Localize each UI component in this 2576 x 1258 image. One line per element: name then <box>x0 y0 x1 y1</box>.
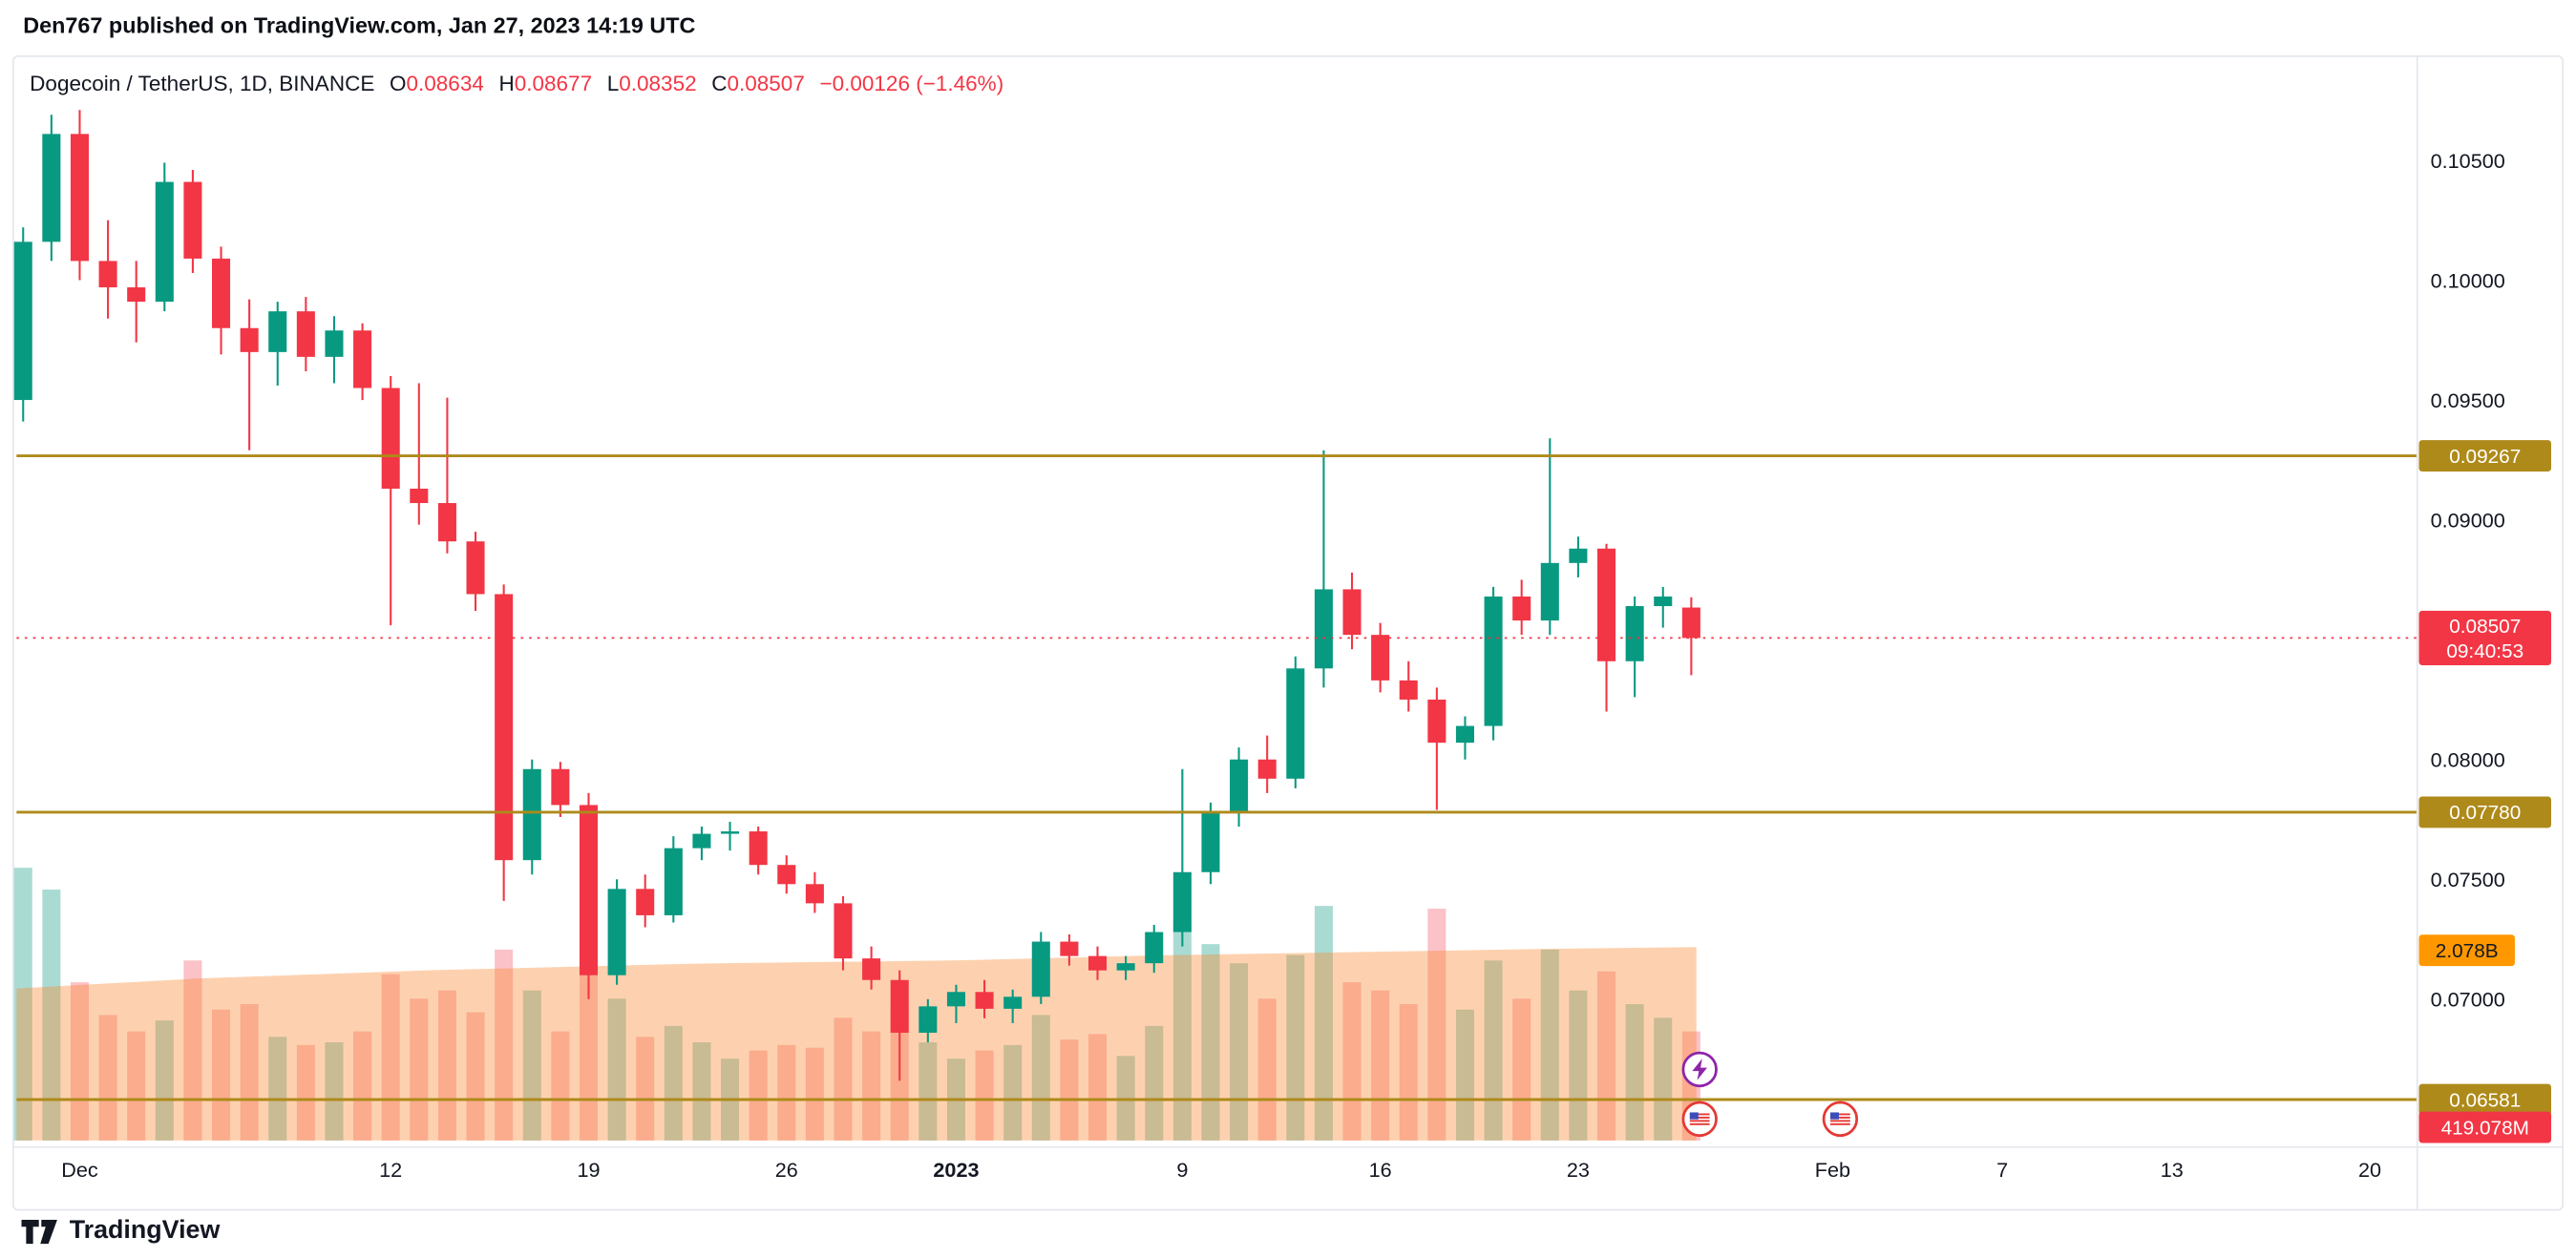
svg-text:Dec: Dec <box>61 1158 98 1182</box>
last-price-badge <box>2418 610 2552 665</box>
svg-text:20: 20 <box>2358 1158 2381 1182</box>
horizontal-level-lines[interactable] <box>16 454 2418 1101</box>
symbol-title[interactable]: Dogecoin / TetherUS, 1D, BINANCE <box>30 71 375 96</box>
svg-text:0.07500: 0.07500 <box>2431 868 2505 891</box>
svg-text:2.078B: 2.078B <box>2436 940 2499 962</box>
svg-text:12: 12 <box>379 1158 402 1182</box>
svg-text:26: 26 <box>775 1158 798 1182</box>
tradingview-logo-icon <box>21 1219 58 1244</box>
chart-frame <box>11 55 2565 1211</box>
svg-text:Feb: Feb <box>1815 1158 1850 1182</box>
svg-text:0.10000: 0.10000 <box>2431 268 2505 292</box>
svg-text:16: 16 <box>1369 1158 1392 1182</box>
svg-text:9: 9 <box>1176 1158 1188 1182</box>
event-markers[interactable] <box>1681 1051 1859 1138</box>
volume-series[interactable] <box>13 868 1700 1141</box>
price-axis[interactable]: 0.10500 0.10000 0.09500 0.09000 0.08000 0.075… <box>2431 149 2505 1012</box>
candlestick-series[interactable] <box>13 110 1700 1081</box>
svg-text:0.09000: 0.09000 <box>2431 508 2505 532</box>
svg-text:23: 23 <box>1567 1158 1590 1182</box>
svg-text:2023: 2023 <box>933 1158 979 1182</box>
price-change: −0.00126 (−1.46%) <box>819 71 1004 96</box>
svg-text:419.078M: 419.078M <box>2441 1117 2529 1139</box>
svg-text:7: 7 <box>1996 1158 2008 1182</box>
footer-branding[interactable]: TradingView <box>21 1216 221 1247</box>
ohlc-high: H0.08677 <box>498 71 593 96</box>
ohlc-close: C0.08507 <box>711 71 805 96</box>
svg-text:0.09267: 0.09267 <box>2449 446 2521 468</box>
svg-text:19: 19 <box>577 1158 600 1182</box>
tradingview-wordmark: TradingView <box>69 1216 221 1245</box>
svg-text:0.06581: 0.06581 <box>2449 1089 2521 1111</box>
volume-ma-area <box>16 947 1697 1141</box>
svg-text:13: 13 <box>2161 1158 2184 1182</box>
svg-text:0.07780: 0.07780 <box>2449 802 2521 824</box>
svg-text:0.09500: 0.09500 <box>2431 388 2505 412</box>
svg-text:09:40:53: 09:40:53 <box>2446 640 2523 662</box>
svg-text:0.08000: 0.08000 <box>2431 748 2505 772</box>
ohlc-low: L0.08352 <box>606 71 697 96</box>
symbol-legend: Dogecoin / TetherUS, 1D, BINANCE O0.0863… <box>30 71 1003 95</box>
ohlc-open: O0.08634 <box>389 71 484 96</box>
svg-text:0.07000: 0.07000 <box>2431 988 2505 1012</box>
publish-caption: Den767 published on TradingView.com, Jan… <box>23 12 696 38</box>
time-axis[interactable]: Dec 12 19 26 2023 9 16 23 Feb 7 13 20 <box>61 1158 2381 1182</box>
svg-text:0.10500: 0.10500 <box>2431 149 2505 173</box>
svg-text:0.08507: 0.08507 <box>2449 616 2521 638</box>
